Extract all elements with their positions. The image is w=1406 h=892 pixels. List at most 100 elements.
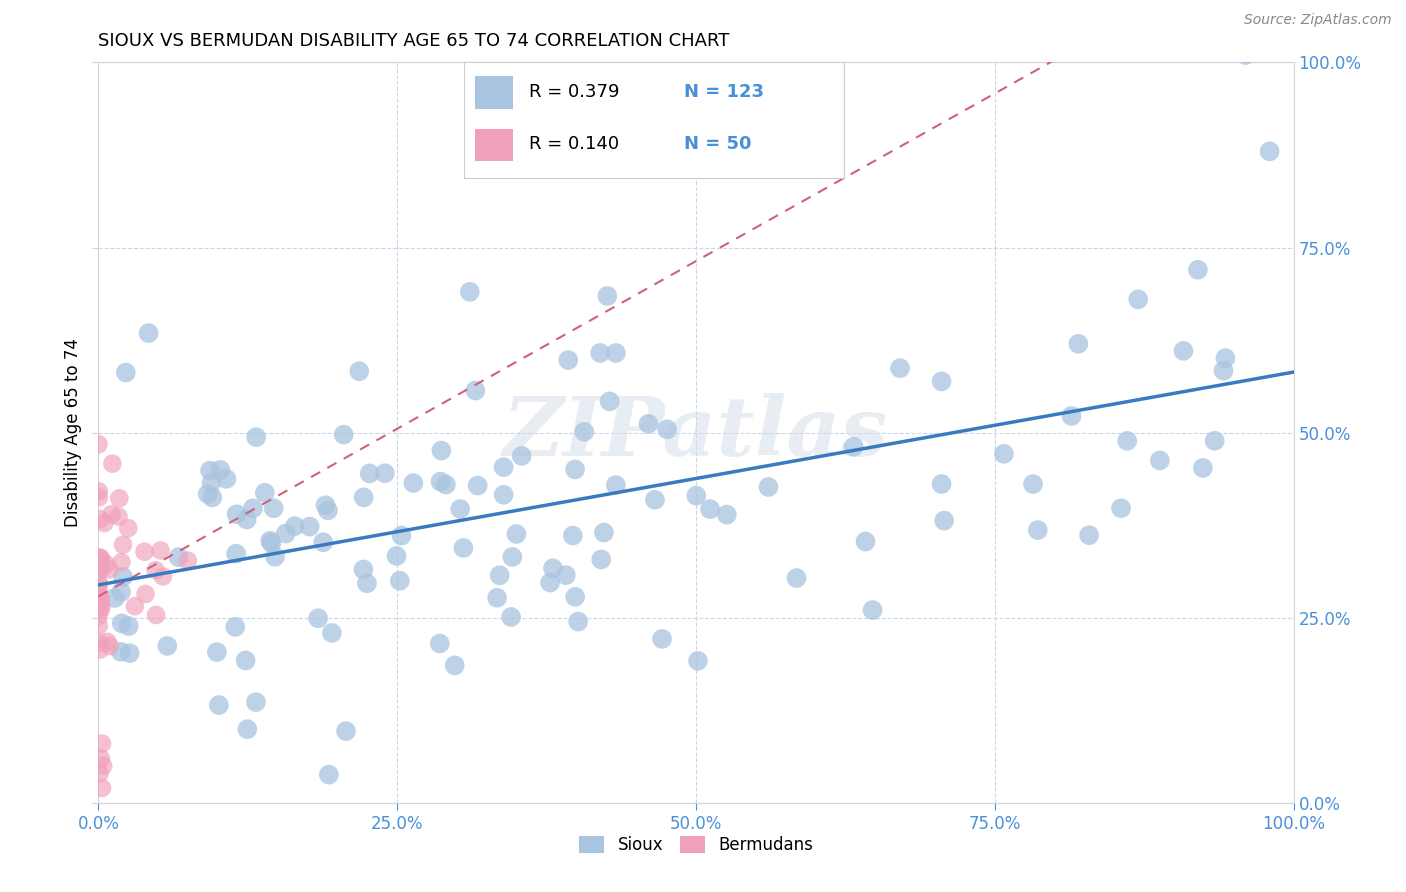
- Point: [637, 417, 659, 431]
- Point: [197, 487, 219, 501]
- Point: [235, 512, 257, 526]
- Point: [505, 527, 527, 541]
- Point: [138, 326, 160, 340]
- Point: [458, 285, 481, 299]
- Point: [931, 375, 953, 389]
- Point: [118, 646, 141, 660]
- Point: [200, 475, 222, 490]
- Point: [236, 722, 259, 736]
- Point: [1116, 434, 1139, 448]
- Point: [264, 549, 287, 564]
- Point: [208, 698, 231, 712]
- Point: [353, 491, 375, 505]
- Point: [574, 425, 596, 439]
- Point: [862, 603, 884, 617]
- Point: [699, 502, 721, 516]
- Point: [263, 501, 285, 516]
- Point: [321, 626, 343, 640]
- Point: [91, 737, 114, 751]
- Point: [644, 492, 666, 507]
- Point: [449, 502, 471, 516]
- Point: [316, 503, 339, 517]
- Point: [993, 447, 1015, 461]
- Point: [561, 528, 583, 542]
- Point: [486, 591, 509, 605]
- Point: [167, 550, 190, 565]
- Point: [855, 534, 877, 549]
- Point: [1215, 351, 1237, 365]
- Point: [686, 654, 709, 668]
- Point: [93, 516, 115, 530]
- Point: [453, 541, 475, 555]
- Point: [89, 550, 111, 565]
- Point: [501, 610, 523, 624]
- Point: [510, 449, 533, 463]
- Point: [467, 478, 489, 492]
- Point: [335, 724, 357, 739]
- Point: [429, 636, 451, 650]
- Point: [145, 563, 167, 577]
- Point: [89, 603, 111, 617]
- Point: [651, 632, 673, 646]
- Point: [225, 547, 247, 561]
- Point: [312, 535, 335, 549]
- Point: [564, 590, 586, 604]
- Point: [117, 521, 139, 535]
- Point: [554, 568, 576, 582]
- Point: [89, 635, 111, 649]
- Point: [118, 619, 141, 633]
- Point: [464, 384, 486, 398]
- Point: [655, 422, 678, 436]
- Point: [591, 552, 613, 566]
- Point: [101, 457, 124, 471]
- Point: [124, 599, 146, 614]
- Point: [209, 463, 232, 477]
- Point: [388, 574, 411, 588]
- Point: [391, 528, 413, 542]
- Point: [564, 462, 586, 476]
- Point: [1109, 501, 1132, 516]
- Point: [89, 560, 111, 574]
- Point: [1212, 364, 1234, 378]
- Point: [111, 538, 134, 552]
- Point: [89, 551, 111, 566]
- Point: [492, 460, 515, 475]
- Point: [111, 616, 134, 631]
- Point: [284, 519, 307, 533]
- Point: [434, 477, 457, 491]
- Point: [98, 562, 121, 576]
- Point: [89, 594, 111, 608]
- Point: [599, 394, 621, 409]
- Point: [110, 585, 132, 599]
- Point: [314, 498, 336, 512]
- Point: [96, 635, 118, 649]
- Point: [152, 569, 174, 583]
- Point: [89, 642, 111, 657]
- Text: ZIPatlas: ZIPatlas: [503, 392, 889, 473]
- Point: [201, 491, 224, 505]
- Point: [716, 508, 738, 522]
- Point: [758, 480, 780, 494]
- Bar: [475, 77, 513, 109]
- Text: R = 0.379: R = 0.379: [529, 83, 619, 101]
- Point: [87, 608, 110, 623]
- Point: [1026, 523, 1049, 537]
- Point: [1173, 343, 1195, 358]
- Point: [87, 577, 110, 591]
- Y-axis label: Disability Age 65 to 74: Disability Age 65 to 74: [63, 338, 82, 527]
- Point: [1022, 477, 1045, 491]
- Point: [318, 767, 340, 781]
- Point: [931, 477, 953, 491]
- Point: [492, 488, 515, 502]
- Point: [429, 475, 451, 489]
- Point: [242, 501, 264, 516]
- Point: [359, 467, 381, 481]
- Text: N = 50: N = 50: [685, 136, 752, 153]
- Point: [260, 536, 283, 550]
- Point: [349, 364, 371, 378]
- Point: [87, 491, 110, 505]
- Text: SIOUX VS BERMUDAN DISABILITY AGE 65 TO 74 CORRELATION CHART: SIOUX VS BERMUDAN DISABILITY AGE 65 TO 7…: [98, 32, 730, 50]
- Point: [87, 484, 110, 499]
- Point: [589, 346, 612, 360]
- Point: [253, 485, 276, 500]
